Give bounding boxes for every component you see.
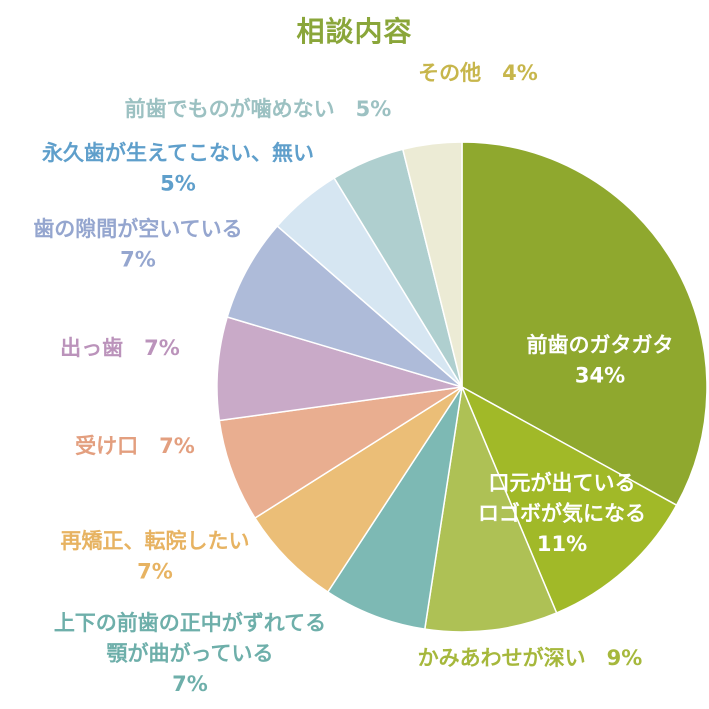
slice-value-label: 5% bbox=[160, 171, 196, 195]
slice-value-label: 11% bbox=[537, 532, 587, 556]
slice-label: 受け口 7% bbox=[75, 434, 195, 458]
slice-value-label: 34% bbox=[575, 363, 625, 387]
pie-slice bbox=[253, 386, 463, 594]
pie-slice bbox=[326, 386, 463, 631]
pie-slice bbox=[423, 384, 558, 633]
pie-slice bbox=[460, 385, 678, 614]
pie-slice bbox=[216, 316, 463, 422]
slice-value-label: 7% bbox=[137, 559, 173, 583]
pie-slice bbox=[461, 141, 708, 507]
slice-label: 前歯のガタガタ bbox=[527, 333, 674, 357]
chart-title: 相談内容 bbox=[296, 15, 413, 48]
pie-slice bbox=[401, 141, 463, 388]
slice-label: かみあわせが深い 9% bbox=[418, 646, 643, 670]
slice-label: 再矯正、転院したい bbox=[61, 529, 250, 553]
slice-label: 前歯でものが噛めない 5% bbox=[125, 97, 392, 121]
slice-label: 顎が曲がっている bbox=[107, 641, 274, 665]
slice-value-label: 7% bbox=[120, 247, 156, 271]
pie-slice bbox=[218, 386, 463, 520]
slice-label: 歯の隙間が空いている bbox=[33, 217, 242, 241]
slice-label: その他 4% bbox=[418, 61, 538, 85]
slice-label: 上下の前歯の正中がずれてる bbox=[54, 611, 326, 635]
pie-slice bbox=[226, 224, 463, 388]
slice-label: 口元が出ている bbox=[489, 471, 636, 495]
slice-label: ロゴボが気になる bbox=[478, 501, 646, 525]
slice-value-label: 7% bbox=[172, 672, 208, 696]
slice-label: 出っ歯 7% bbox=[60, 336, 180, 360]
slice-label: 永久歯が生えてこない、無い bbox=[41, 141, 314, 165]
